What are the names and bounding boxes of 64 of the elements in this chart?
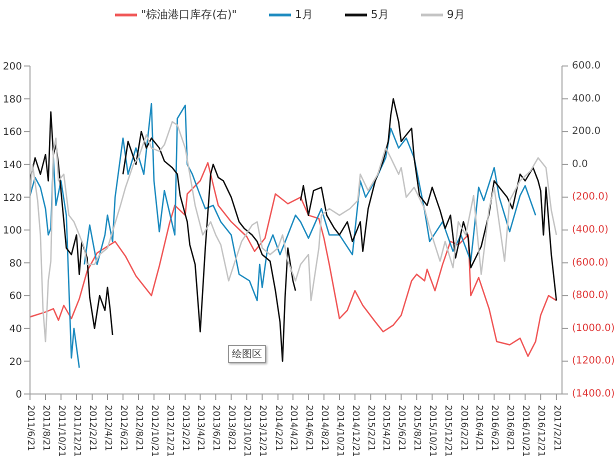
x-tick-label: 2014/12/21	[350, 405, 360, 457]
y2-tick-label: (600.0)	[572, 257, 609, 268]
x-tick-label: 2015/12/21	[442, 405, 453, 457]
legend-label: 9月	[446, 8, 465, 22]
x-tick-label: 2011/8/21	[40, 405, 50, 452]
x-tick-label: 2014/6/21	[303, 405, 314, 452]
y2-tick-label: (1400.0)	[572, 388, 614, 400]
y2-tick-label: (400.0)	[572, 224, 609, 236]
y-tick-label: 120	[2, 192, 22, 204]
x-tick-label: 2011/6/21	[25, 405, 35, 452]
y2-tick-label: 600.0	[572, 60, 601, 72]
annotation: 绘图区	[228, 345, 266, 363]
x-tick-label: 2014/2/21	[272, 405, 283, 452]
x-tick-label: 2012/8/21	[133, 405, 144, 452]
y-tick-label: 20	[9, 356, 22, 368]
x-tick-label: 2015/10/21	[427, 405, 438, 457]
x-tick-label: 2014/4/21	[288, 405, 298, 452]
x-tick-label: 2016/10/21	[520, 405, 530, 457]
x-tick-label: 2012/10/21	[148, 405, 159, 457]
x-tick-label: 2012/2/21	[87, 405, 98, 452]
x-tick-label: 2016/6/21	[489, 405, 500, 452]
y-tick-label: 80	[9, 258, 22, 270]
x-tick-label: 2013/8/21	[226, 405, 236, 452]
x-tick-label: 2017/2/21	[551, 405, 562, 452]
x-tick-label: 2012/4/21	[102, 405, 112, 452]
y-tick-label: 200	[2, 62, 22, 73]
x-tick-label: 2015/8/21	[412, 405, 422, 452]
x-tick-label: 2013/10/21	[242, 405, 252, 457]
x-tick-label: 2012/6/21	[118, 405, 128, 452]
y2-tick-label: (200.0)	[572, 192, 609, 203]
x-tick-label: 2013/12/21	[257, 405, 268, 457]
y2-tick-label: (1200.0)	[572, 356, 614, 367]
legend-label: "棕油港口库存(右)"	[141, 8, 237, 22]
x-tick-label: 2014/10/21	[334, 405, 344, 457]
x-tick-label: 2012/12/21	[164, 405, 174, 457]
x-tick-label: 2013/6/21	[210, 405, 221, 452]
legend-label: 1月	[294, 8, 313, 22]
x-tick-label: 2016/12/21	[536, 405, 546, 457]
legend-label: 5月	[370, 8, 389, 22]
y2-tick-label: 0.0	[572, 158, 588, 170]
y-tick-label: 140	[2, 160, 22, 171]
y-tick-label: 100	[2, 226, 22, 237]
y-tick-label: 60	[9, 291, 22, 302]
x-tick-label: 2015/2/21	[366, 405, 376, 452]
x-tick-label: 2011/12/21	[71, 405, 82, 457]
x-tick-label: 2011/10/21	[56, 405, 66, 457]
line-series	[30, 162, 558, 357]
y-tick-label: 0	[16, 390, 22, 401]
y2-tick-label: 200.0	[572, 126, 601, 138]
y-tick-label: 160	[2, 127, 22, 138]
x-tick-label: 2016/8/21	[504, 405, 515, 452]
x-tick-label: 2016/2/21	[458, 405, 468, 452]
x-tick-label: 2013/2/21	[180, 405, 190, 452]
y-tick-label: 40	[9, 324, 22, 335]
y2-tick-label: (800.0)	[572, 290, 609, 302]
y2-tick-label: (1000.0)	[572, 322, 614, 334]
x-tick-label: 2015/6/21	[396, 405, 406, 452]
x-tick-label: 2013/4/21	[195, 405, 206, 452]
y-tick-label: 180	[2, 94, 22, 106]
line-series	[30, 121, 558, 342]
x-tick-label: 2016/4/21	[474, 405, 484, 452]
x-tick-label: 2015/4/21	[380, 405, 391, 452]
x-tick-label: 2014/8/21	[318, 405, 329, 452]
y2-tick-label: 400.0	[572, 93, 601, 104]
